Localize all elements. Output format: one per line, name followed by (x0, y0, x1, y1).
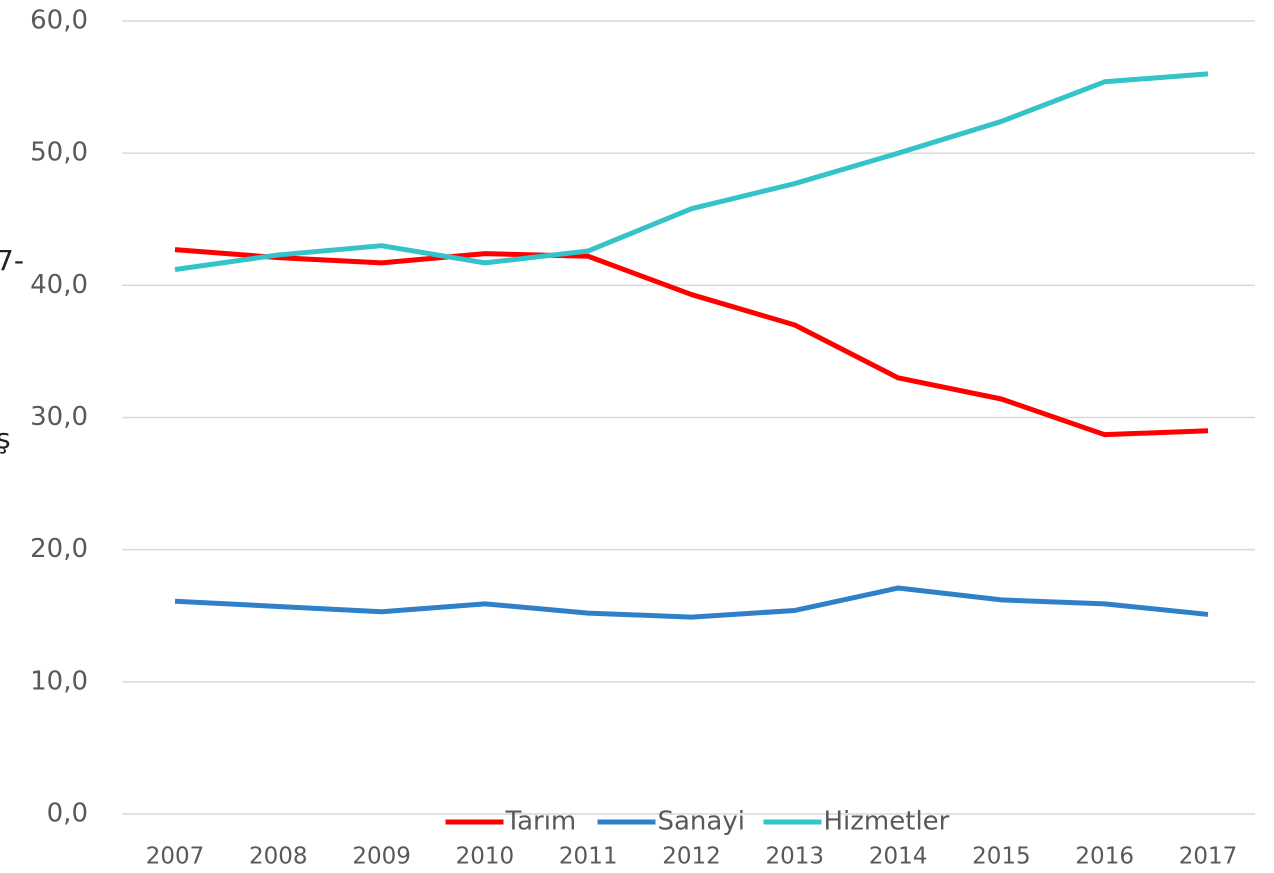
x-tick-label: 2015 (972, 844, 1031, 870)
y-tick-label: 0,0 (47, 799, 88, 829)
annotation: ş (0, 422, 11, 455)
series-line (174, 247, 1209, 438)
y-tick-label: 40,0 (30, 270, 88, 300)
y-tick-label: 50,0 (30, 138, 88, 168)
series-line (174, 585, 1209, 620)
y-tick-label: 20,0 (30, 534, 88, 564)
legend-label: Hizmetler (824, 807, 950, 837)
y-tick-label: 60,0 (30, 6, 88, 36)
x-tick-label: 2016 (1075, 844, 1134, 870)
legend-label: Tarım (505, 807, 577, 837)
annotation: 7- (0, 244, 24, 277)
x-tick-label: 2011 (559, 844, 618, 870)
x-tick-label: 2013 (766, 844, 825, 870)
x-tick-label: 2017 (1179, 844, 1238, 870)
x-tick-label: 2007 (146, 844, 205, 870)
legend-label: Sanayi (658, 807, 745, 837)
series-line (174, 71, 1209, 272)
x-tick-label: 2009 (352, 844, 411, 870)
x-tick-label: 2010 (456, 844, 515, 870)
x-tick-label: 2008 (249, 844, 308, 870)
x-tick-label: 2012 (662, 844, 721, 870)
x-tick-label: 2014 (869, 844, 928, 870)
y-tick-label: 10,0 (30, 666, 88, 696)
y-tick-label: 30,0 (30, 402, 88, 432)
